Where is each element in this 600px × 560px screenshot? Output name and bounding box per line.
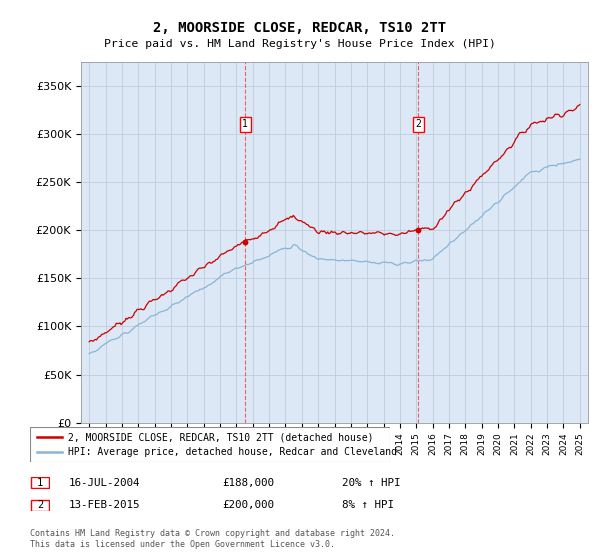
Text: £188,000: £188,000	[222, 478, 274, 488]
Text: This data is licensed under the Open Government Licence v3.0.: This data is licensed under the Open Gov…	[30, 540, 335, 549]
Text: 2: 2	[415, 119, 421, 129]
Text: 8% ↑ HPI: 8% ↑ HPI	[342, 500, 394, 510]
Text: 2, MOORSIDE CLOSE, REDCAR, TS10 2TT (detached house): 2, MOORSIDE CLOSE, REDCAR, TS10 2TT (det…	[68, 432, 373, 442]
Point	[413, 226, 423, 235]
Text: 13-FEB-2015: 13-FEB-2015	[69, 500, 140, 510]
Text: 20% ↑ HPI: 20% ↑ HPI	[342, 478, 401, 488]
Text: Contains HM Land Registry data © Crown copyright and database right 2024.: Contains HM Land Registry data © Crown c…	[30, 529, 395, 538]
Text: 1: 1	[242, 119, 248, 129]
Text: 2: 2	[37, 500, 43, 510]
Text: 16-JUL-2004: 16-JUL-2004	[69, 478, 140, 488]
Text: 2, MOORSIDE CLOSE, REDCAR, TS10 2TT: 2, MOORSIDE CLOSE, REDCAR, TS10 2TT	[154, 21, 446, 35]
Text: £200,000: £200,000	[222, 500, 274, 510]
Text: Price paid vs. HM Land Registry's House Price Index (HPI): Price paid vs. HM Land Registry's House …	[104, 39, 496, 49]
Point	[241, 237, 250, 246]
Text: 1: 1	[37, 478, 43, 488]
Text: HPI: Average price, detached house, Redcar and Cleveland: HPI: Average price, detached house, Redc…	[68, 447, 397, 458]
